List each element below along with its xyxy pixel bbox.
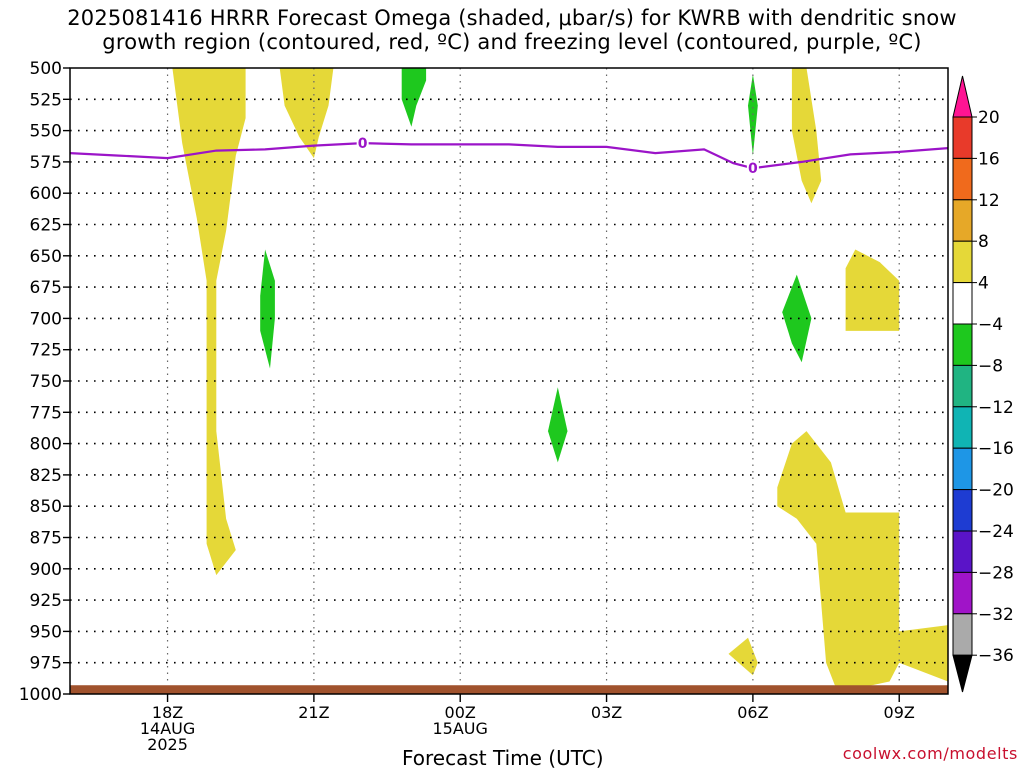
colorbar-label: −28: [978, 563, 1014, 583]
chart-title: 2025081416 HRRR Forecast Omega (shaded, …: [0, 6, 1024, 54]
omega-region-7: [782, 274, 812, 363]
y-tick-label: 625: [30, 216, 62, 236]
x-tick-label: 00Z: [445, 703, 476, 722]
x-tick-label: 14AUG: [140, 719, 195, 738]
y-tick-label: 900: [30, 560, 62, 580]
freezing-level-contour: 00: [69, 135, 949, 177]
colorbar-segment: [952, 282, 973, 325]
colorbar-segment: [952, 364, 973, 408]
x-tick-label: 06Z: [737, 703, 768, 722]
omega-region-2: [401, 68, 427, 127]
omega-region-1: [279, 68, 334, 159]
x-tick-label: 2025: [147, 735, 188, 754]
y-tick-label: 850: [30, 497, 62, 517]
omega-colorbar: 20 16 12 8 4 −4 −8 −12 −16 −20 −24 −28 −32 −36: [952, 75, 1014, 693]
colorbar-label: −8: [978, 356, 1003, 376]
y-tick-label: 650: [30, 247, 62, 267]
colorbar-segment: [952, 323, 973, 366]
y-tick-label: 950: [30, 622, 62, 642]
credit-link[interactable]: coolwx.com/modelts: [842, 744, 1018, 763]
y-tick-label: 750: [30, 372, 62, 392]
freezing-level-label: 0: [358, 136, 368, 152]
y-tick-label: 725: [30, 341, 62, 361]
colorbar-label: 8: [978, 232, 989, 252]
colorbar-label: −12: [978, 398, 1014, 418]
y-tick-label: 575: [30, 153, 62, 173]
colorbar-label: −36: [978, 646, 1014, 666]
x-tick-label: 18Z: [152, 703, 183, 722]
colorbar-segment: [952, 530, 973, 573]
x-tick-label: 15AUG: [433, 719, 488, 738]
colorbar-segment: [952, 571, 973, 615]
x-tick-label: 09Z: [884, 703, 915, 722]
colorbar-segment: [952, 157, 973, 201]
freezing-label-bg-1: [746, 160, 759, 177]
omega-region-10: [728, 637, 758, 676]
colorbar-segment: [952, 199, 973, 242]
omega-region-8: [845, 249, 900, 331]
ground-surface: [70, 685, 948, 694]
x-tick-label: 03Z: [591, 703, 622, 722]
colorbar-segment: [952, 406, 973, 449]
colorbar-segment: [952, 613, 973, 656]
omega-region-4: [548, 387, 568, 463]
colorbar-segment: [952, 116, 973, 159]
freezing-level-label: 0: [748, 161, 758, 177]
y-tick-label: 925: [30, 591, 62, 611]
y-tick-label: 600: [30, 184, 62, 204]
omega-region-0: [172, 68, 246, 576]
x-axis-title: Forecast Time (UTC): [402, 746, 604, 770]
colorbar-label: −4: [978, 315, 1003, 335]
y-tick-label: 500: [30, 59, 62, 79]
surface-strip: [70, 685, 948, 694]
freezing-label-bg-0: [356, 135, 369, 152]
chart-title-line2: growth region (contoured, red, ºC) and f…: [102, 30, 922, 54]
colorbar-label: 16: [978, 149, 1000, 169]
omega-region-9: [777, 431, 948, 688]
colorbar-label: −16: [978, 439, 1014, 459]
x-tick-label: 21Z: [298, 703, 329, 722]
colorbar-label: 20: [978, 108, 1000, 128]
y-tick-label: 875: [30, 529, 62, 549]
chart-title-line1: 2025081416 HRRR Forecast Omega (shaded, …: [67, 6, 957, 30]
y-tick-label: 525: [30, 90, 62, 110]
colorbar-label: −24: [978, 522, 1014, 542]
y-tick-label: 800: [30, 435, 62, 455]
omega-shaded-regions: [172, 68, 948, 688]
y-tick-label: 775: [30, 403, 62, 423]
colorbar-label: −32: [978, 605, 1014, 625]
colorbar-segment: [952, 489, 973, 532]
y-tick-label: 825: [30, 466, 62, 486]
colorbar-bottom-arrow: [952, 654, 973, 693]
colorbar-segment: [952, 240, 973, 284]
y-tick-label: 675: [30, 278, 62, 298]
y-tick-label: 1000: [19, 685, 62, 705]
colorbar-segment: [952, 447, 973, 491]
omega-region-3: [260, 249, 275, 369]
colorbar-top-arrow: [952, 75, 973, 118]
pressure-axis: 500 525 550 575 600 625 650 675 700 725 750 775 800 8…: [19, 59, 70, 705]
freezing-level-line: [69, 141, 949, 170]
omega-region-6: [791, 68, 822, 204]
colorbar-label: 12: [978, 191, 1000, 211]
y-tick-label: 700: [30, 309, 62, 329]
y-tick-label: 975: [30, 654, 62, 674]
colorbar-label: −20: [978, 481, 1014, 501]
y-tick-label: 550: [30, 122, 62, 142]
colorbar-label: 4: [978, 274, 989, 294]
